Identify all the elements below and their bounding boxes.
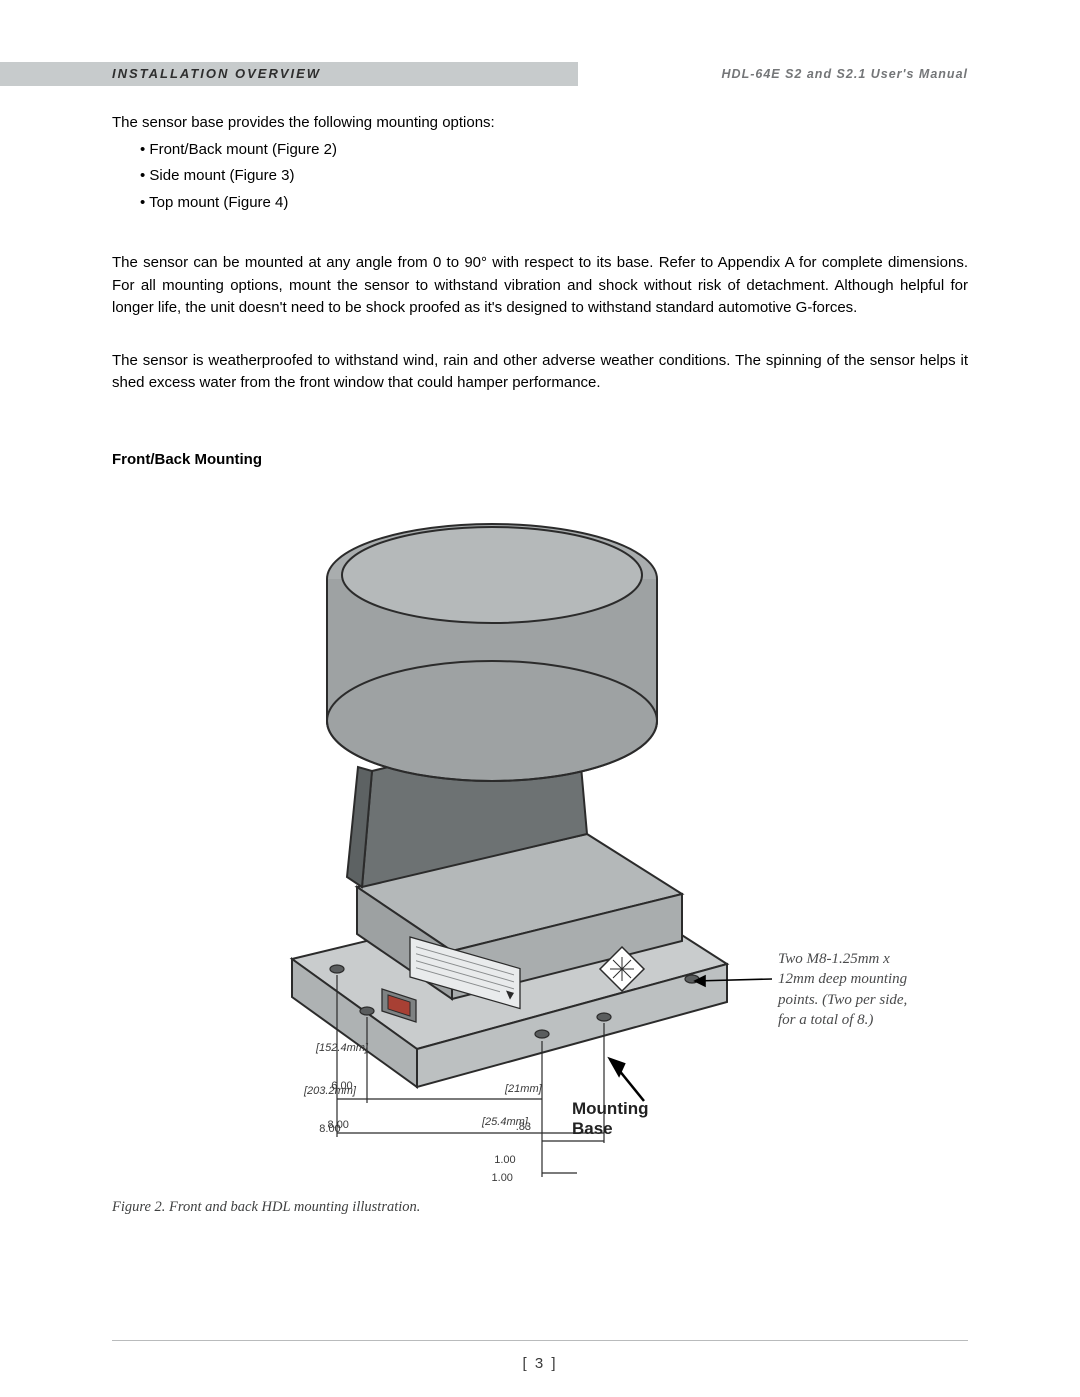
dim-mm: [25.4mm] xyxy=(482,1116,528,1129)
bullet-list: Front/Back mount (Figure 2) Side mount (… xyxy=(140,139,968,215)
dim-in: 8.00 xyxy=(326,1119,350,1132)
mounting-base-label-line1: Mounting xyxy=(572,1099,648,1118)
dimension-8in: 8.00 xyxy=(326,1094,350,1157)
figure-2: Two M8-1.25mm x12mm deep mountingpoints.… xyxy=(112,489,968,1189)
callout-mount-spec: Two M8-1.25mm x12mm deep mountingpoints.… xyxy=(778,949,958,1030)
content-area: The sensor base provides the following m… xyxy=(112,112,968,1219)
bullet-item: Top mount (Figure 4) xyxy=(140,192,968,215)
page: INSTALLATION OVERVIEW HDL-64E S2 and S2.… xyxy=(0,0,1080,1397)
paragraph-2: The sensor is weatherproofed to withstan… xyxy=(112,350,968,395)
dim-mm: [152.4mm] xyxy=(316,1042,368,1055)
figure-caption: Figure 2. Front and back HDL mounting il… xyxy=(112,1197,968,1219)
sensor-illustration xyxy=(172,489,792,1189)
intro-line: The sensor base provides the following m… xyxy=(112,112,968,135)
page-number: [ 3 ] xyxy=(0,1353,1080,1376)
mounting-base-label: Mounting Base xyxy=(572,1099,648,1140)
bullet-item: Side mount (Figure 3) xyxy=(140,165,968,188)
mounting-base-label-line2: Base xyxy=(572,1119,613,1138)
document-title: HDL-64E S2 and S2.1 User's Manual xyxy=(722,62,968,86)
footer-rule xyxy=(112,1340,968,1341)
bullet-item: Front/Back mount (Figure 2) xyxy=(140,139,968,162)
paragraph-1: The sensor can be mounted at any angle f… xyxy=(112,252,968,320)
section-title: INSTALLATION OVERVIEW xyxy=(112,62,321,86)
section-heading: Front/Back Mounting xyxy=(112,449,968,472)
dimension-1in: 1.00 xyxy=(490,1147,514,1210)
dim-in: 1.00 xyxy=(490,1172,514,1185)
